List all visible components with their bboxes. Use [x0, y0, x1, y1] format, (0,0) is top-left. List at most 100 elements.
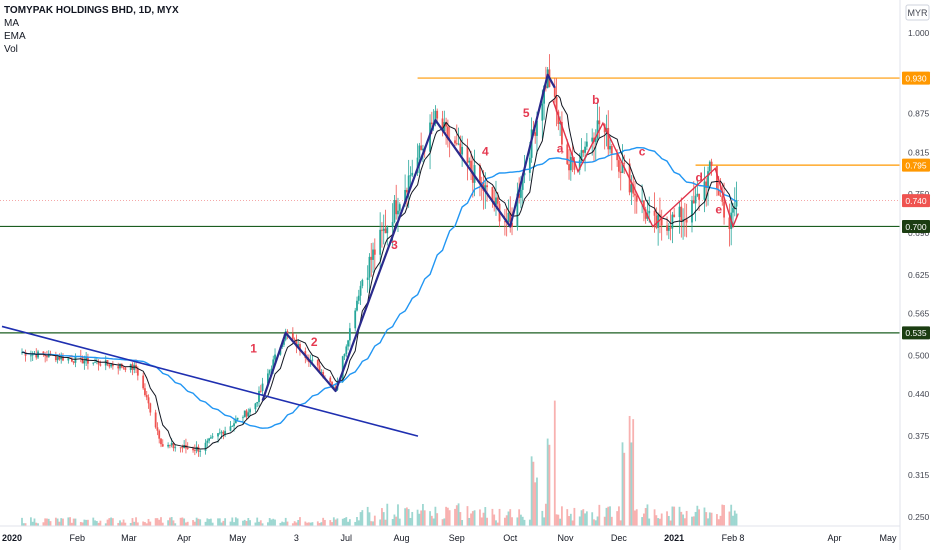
candle-body — [297, 344, 300, 347]
volume-bar — [593, 519, 595, 526]
candle-body — [117, 366, 120, 369]
volume-bar — [544, 503, 547, 526]
volume-bar — [135, 517, 137, 526]
candle-body — [634, 193, 636, 196]
volume-bar — [596, 516, 599, 526]
candle-body — [174, 447, 177, 449]
candle-body — [247, 412, 250, 417]
volume-bar — [541, 510, 544, 526]
volume-bar — [208, 519, 210, 526]
candle-body — [445, 122, 447, 127]
candle-body — [418, 145, 421, 158]
volume-bar — [62, 518, 64, 526]
candle-body — [108, 364, 111, 367]
volume-bar — [382, 512, 385, 526]
candle-body — [407, 175, 410, 193]
volume-bar — [543, 517, 545, 526]
volume-bar — [710, 512, 713, 526]
candle-body — [585, 141, 588, 147]
candle-body — [256, 402, 259, 404]
candle-body — [261, 383, 264, 391]
volume-bar — [224, 518, 227, 526]
volume-bar — [181, 517, 184, 526]
volume-bar — [655, 515, 658, 526]
candle-body — [446, 126, 449, 140]
volume-bar — [229, 521, 232, 526]
volume-bar — [553, 400, 556, 526]
volume-bar — [659, 518, 661, 526]
volume-bar — [295, 522, 298, 526]
candle-body — [411, 172, 414, 176]
candle-body — [619, 171, 622, 173]
x-tick-label: 2021 — [664, 533, 684, 543]
volume-bar — [81, 522, 84, 526]
legend-ma[interactable]: MA — [4, 18, 19, 29]
volume-bar — [555, 514, 558, 526]
candle-body — [97, 361, 100, 365]
volume-bar — [482, 512, 485, 526]
candle-body — [596, 120, 599, 139]
volume-bar — [466, 506, 469, 526]
candle-body — [197, 446, 200, 452]
candle-body — [405, 189, 408, 193]
candle-body — [186, 448, 189, 449]
candle-body — [283, 339, 285, 345]
candle-body — [270, 368, 273, 371]
volume-bar — [680, 511, 683, 526]
volume-bar — [573, 507, 576, 526]
legend-symbol[interactable]: TOMYPAK HOLDINGS BHD, 1D, MYX — [4, 5, 179, 16]
volume-bar — [395, 516, 398, 526]
candle-body — [145, 394, 148, 398]
volume-bar — [156, 518, 159, 526]
candle-body — [559, 121, 562, 124]
candle-body — [632, 184, 635, 194]
candle-body — [544, 85, 547, 89]
candle-body — [245, 410, 248, 417]
candle-body — [94, 361, 96, 363]
volume-bar — [628, 415, 631, 526]
volume-bar — [632, 419, 635, 526]
candle-body — [568, 164, 570, 171]
volume-bar — [480, 517, 483, 526]
volume-bar — [234, 517, 237, 526]
candle-body — [543, 85, 545, 104]
volume-bar — [568, 516, 570, 526]
candle-body — [673, 214, 676, 218]
candle-body — [509, 212, 512, 223]
legend-vol[interactable]: Vol — [4, 44, 18, 55]
candle-body — [259, 390, 262, 392]
volume-bar — [174, 523, 177, 526]
candle-body — [199, 450, 202, 452]
candle-body — [691, 200, 693, 223]
volume-bar — [291, 523, 294, 526]
volume-bar — [436, 513, 439, 526]
candle-body — [441, 118, 444, 132]
volume-bar — [170, 517, 173, 526]
x-tick-label: Oct — [503, 533, 518, 543]
volume-bar — [721, 504, 724, 526]
volume-bar — [58, 521, 61, 526]
candle-body — [516, 193, 519, 228]
volume-bar — [683, 518, 686, 526]
volume-bar — [618, 506, 620, 526]
volume-bar — [195, 517, 198, 526]
volume-bar — [274, 519, 276, 526]
candle-body — [161, 444, 164, 447]
volume-bar — [505, 515, 508, 526]
candle-body — [561, 121, 563, 145]
candle-body — [106, 360, 109, 365]
drawings — [1, 73, 739, 437]
volume-bar — [644, 508, 647, 526]
trend-line — [1, 325, 419, 437]
volume-bar — [418, 513, 421, 526]
volume-bar — [441, 519, 444, 526]
legend-ema[interactable]: EMA — [4, 31, 26, 42]
volume-bar — [267, 522, 269, 526]
candle-body — [149, 403, 152, 413]
volume-bar — [161, 522, 164, 526]
y-tick-label: 0.250 — [908, 512, 930, 522]
candle-body — [70, 358, 73, 362]
x-tick-label: Sep — [449, 533, 465, 543]
